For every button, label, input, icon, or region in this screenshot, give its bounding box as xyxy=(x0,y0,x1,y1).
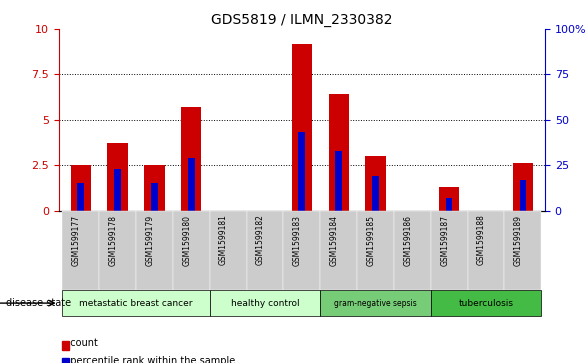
Bar xyxy=(107,143,128,211)
Bar xyxy=(365,156,386,211)
Bar xyxy=(446,198,452,211)
Bar xyxy=(468,211,505,290)
Text: GSM1599185: GSM1599185 xyxy=(366,215,376,265)
Bar xyxy=(284,211,320,290)
Text: GSM1599187: GSM1599187 xyxy=(440,215,449,265)
Bar xyxy=(431,211,468,290)
Text: GSM1599177: GSM1599177 xyxy=(71,215,81,266)
Bar xyxy=(292,44,312,211)
Text: gram-negative sepsis: gram-negative sepsis xyxy=(334,299,417,307)
Bar xyxy=(335,151,342,211)
Bar xyxy=(505,211,541,290)
Bar xyxy=(329,94,349,211)
Text: GSM1599189: GSM1599189 xyxy=(514,215,523,265)
Bar xyxy=(210,290,320,316)
Bar xyxy=(62,211,99,290)
Bar xyxy=(188,158,195,211)
Bar xyxy=(431,290,541,316)
Text: GSM1599188: GSM1599188 xyxy=(477,215,486,265)
Bar xyxy=(520,180,526,211)
Text: GSM1599178: GSM1599178 xyxy=(108,215,118,265)
Title: GDS5819 / ILMN_2330382: GDS5819 / ILMN_2330382 xyxy=(211,13,393,26)
Text: GSM1599184: GSM1599184 xyxy=(330,215,339,265)
Bar xyxy=(99,211,136,290)
Bar xyxy=(247,211,284,290)
Text: metastatic breast cancer: metastatic breast cancer xyxy=(79,299,193,307)
Bar xyxy=(372,176,379,211)
Bar xyxy=(144,165,165,211)
Bar xyxy=(320,290,431,316)
Text: healthy control: healthy control xyxy=(231,299,299,307)
Text: percentile rank within the sample: percentile rank within the sample xyxy=(64,356,236,363)
Text: GSM1599180: GSM1599180 xyxy=(182,215,191,265)
Bar xyxy=(151,183,158,211)
Bar xyxy=(62,290,210,316)
Text: GSM1599183: GSM1599183 xyxy=(293,215,302,265)
Bar xyxy=(513,163,533,211)
Bar xyxy=(70,165,91,211)
Text: disease state: disease state xyxy=(6,298,71,308)
Bar xyxy=(173,211,210,290)
Bar xyxy=(394,211,431,290)
Text: GSM1599182: GSM1599182 xyxy=(256,215,265,265)
Bar xyxy=(77,183,84,211)
Text: GSM1599181: GSM1599181 xyxy=(219,215,228,265)
Bar xyxy=(181,107,202,211)
Bar xyxy=(357,211,394,290)
Bar xyxy=(298,132,305,211)
Text: tuberculosis: tuberculosis xyxy=(458,299,513,307)
Bar xyxy=(320,211,357,290)
Text: GSM1599186: GSM1599186 xyxy=(403,215,413,265)
Text: GSM1599179: GSM1599179 xyxy=(145,215,154,266)
Text: count: count xyxy=(64,338,98,348)
Bar xyxy=(114,169,121,211)
Bar xyxy=(136,211,173,290)
Bar xyxy=(210,211,247,290)
Bar xyxy=(439,187,459,211)
